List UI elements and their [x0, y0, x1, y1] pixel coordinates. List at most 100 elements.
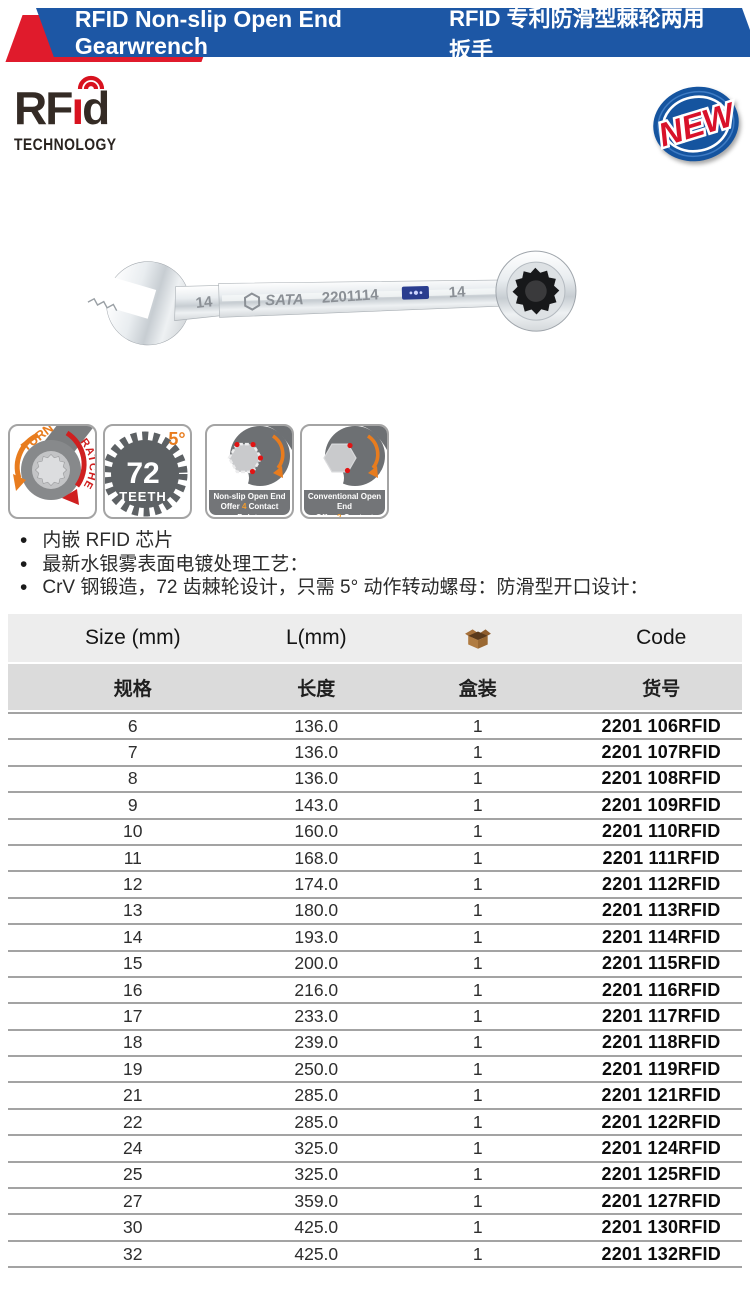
turn-arrow-icon	[13, 474, 26, 491]
size-cell: 21	[123, 1085, 143, 1106]
code-cell: 2201 108RFID	[601, 768, 721, 789]
ratchet-arrow-icon	[62, 489, 79, 505]
pack-cell: 1	[472, 1137, 483, 1158]
size-cell: 7	[127, 742, 138, 763]
pack-cell: 1	[472, 768, 483, 789]
size-cell: 22	[123, 1111, 143, 1132]
code-cell: 2201 106RFID	[601, 715, 721, 736]
code-cell: 2201 114RFID	[601, 926, 721, 947]
size-cell: 16	[123, 979, 143, 1000]
table-header-zh: 规格 长度 盒装 货号	[8, 664, 742, 710]
rfid-logo-d: d	[82, 82, 110, 134]
table-row: 11 168.0 1 2201 111RFID	[8, 845, 742, 873]
size-cell: 6	[127, 715, 138, 736]
pack-cell: 1	[472, 794, 483, 815]
turn-direction-arrow-icon	[273, 466, 283, 478]
page-title-en: RFID Non-slip Open End Gearwrench	[74, 5, 342, 59]
feature-caption: Non-slip Open End Offer 4 Contact Points	[209, 490, 290, 517]
length-cell: 200.0	[294, 953, 339, 974]
marking-brand: SATA	[265, 291, 304, 309]
feature-icon-non-slip-open-end: Non-slip Open End Offer 4 Contact Points	[205, 424, 294, 519]
col-header-pack-zh: 盒装	[458, 678, 497, 700]
feature-bullet-list: 内嵌 RFID 芯片 最新水银雾表面电镀处理工艺： CrV 钢锻造，72 齿棘轮…	[20, 529, 744, 600]
code-cell: 2201 122RFID	[601, 1111, 721, 1132]
pack-cell: 1	[472, 1005, 483, 1026]
length-cell: 425.0	[294, 1217, 339, 1238]
size-cell: 12	[123, 874, 143, 895]
rfid-logo-word: RFıd	[14, 75, 194, 134]
code-cell: 2201 111RFID	[602, 847, 720, 868]
sata-logo-icon	[243, 292, 261, 311]
table-row: 7 136.0 1 2201 107RFID	[8, 740, 742, 767]
table-row: 19 250.0 1 2201 119RFID	[8, 1057, 742, 1084]
length-cell: 143.0	[294, 794, 339, 815]
banner-blue-strip: RFID Non-slip Open End Gearwrench RFID 专…	[36, 5, 750, 63]
teeth-label: TEETH	[119, 489, 167, 504]
product-photo-gearwrench: 14 SATA 2201114 14	[64, 233, 598, 361]
table-row: 14 193.0 1 2201 114RFID	[8, 925, 742, 952]
pack-cell: 1	[472, 1190, 483, 1211]
feature-icon-72-teeth: 72 TEETH 5°	[103, 424, 192, 519]
col-header-size: Size (mm)	[84, 626, 181, 649]
pack-cell: 1	[472, 1217, 483, 1238]
length-cell: 285.0	[294, 1085, 339, 1106]
contact-points-2	[344, 442, 353, 474]
length-cell: 160.0	[294, 821, 339, 842]
spec-table: Size (mm) L(mm) Code 规格 长度 盒装 货号 6 136.0 1…	[8, 614, 742, 1269]
pack-cell: 1	[472, 847, 483, 868]
length-cell: 168.0	[294, 847, 339, 868]
table-row: 30 425.0 1 2201 130RFID	[8, 1215, 742, 1242]
pack-cell: 1	[472, 926, 483, 947]
turn-direction-arrow-icon	[368, 466, 378, 478]
size-cell: 27	[123, 1190, 143, 1211]
pack-cell: 1	[472, 715, 483, 736]
code-cell: 2201 119RFID	[601, 1058, 721, 1079]
size-cell: 19	[123, 1058, 143, 1079]
feature-icon-turn-ratchet: TURN RATCHET	[8, 424, 97, 519]
col-header-length: L(mm)	[285, 626, 347, 649]
rfid-technology-logo: RFıd TECHNOLOGY	[14, 75, 194, 155]
size-cell: 18	[123, 1032, 143, 1053]
code-cell: 2201 115RFID	[601, 953, 721, 974]
size-cell: 13	[123, 900, 143, 921]
rfid-chip-mark	[401, 285, 430, 300]
new-badge-ellipse	[653, 86, 739, 162]
size-cell: 25	[123, 1164, 143, 1185]
table-row: 9 143.0 1 2201 109RFID	[8, 793, 742, 820]
pack-cell: 1	[472, 1111, 483, 1132]
bullet-item: CrV 钢锻造，72 齿棘轮设计，只需 5° 动作转动螺母：防滑型开口设计：	[20, 576, 744, 600]
code-cell: 2201 127RFID	[601, 1190, 721, 1211]
bullet-item: 最新水银雾表面电镀处理工艺：	[20, 553, 744, 577]
teeth-count: 72	[126, 457, 159, 490]
bullet-item: 内嵌 RFID 芯片	[20, 529, 744, 553]
code-cell: 2201 107RFID	[601, 742, 721, 763]
length-cell: 136.0	[294, 768, 339, 789]
pack-cell: 1	[472, 953, 483, 974]
size-cell: 30	[123, 1217, 143, 1238]
length-cell: 136.0	[294, 742, 339, 763]
length-cell: 325.0	[294, 1164, 339, 1185]
table-row: 21 285.0 1 2201 121RFID	[8, 1083, 742, 1110]
angle-label: 5°	[168, 429, 185, 449]
code-cell: 2201 118RFID	[601, 1032, 721, 1053]
length-cell: 239.0	[294, 1032, 339, 1053]
feature-icon-conventional-open-end: Conventional Open End Offer 2 Contact Po…	[300, 424, 389, 519]
size-cell: 17	[123, 1005, 143, 1026]
table-row: 32 425.0 1 2201 132RFID	[8, 1241, 742, 1269]
length-cell: 285.0	[294, 1111, 339, 1132]
size-cell: 14	[123, 926, 143, 947]
feature-caption: Conventional Open End Offer 2 Contact Po…	[304, 490, 385, 517]
col-header-code-zh: 货号	[642, 678, 681, 700]
pack-cell: 1	[472, 1032, 483, 1053]
length-cell: 180.0	[294, 900, 339, 921]
carton-box-icon	[464, 629, 491, 649]
pack-cell: 1	[472, 821, 483, 842]
size-cell: 8	[127, 768, 138, 789]
table-row: 18 239.0 1 2201 118RFID	[8, 1030, 742, 1058]
marking-size-right: 14	[448, 283, 466, 301]
rfid-logo-i: ı	[71, 82, 84, 134]
rfid-logo-rf: RF	[14, 82, 73, 134]
table-row: 22 285.0 1 2201 122RFID	[8, 1109, 742, 1137]
pack-cell: 1	[472, 1085, 483, 1106]
pack-cell: 1	[472, 1243, 483, 1264]
